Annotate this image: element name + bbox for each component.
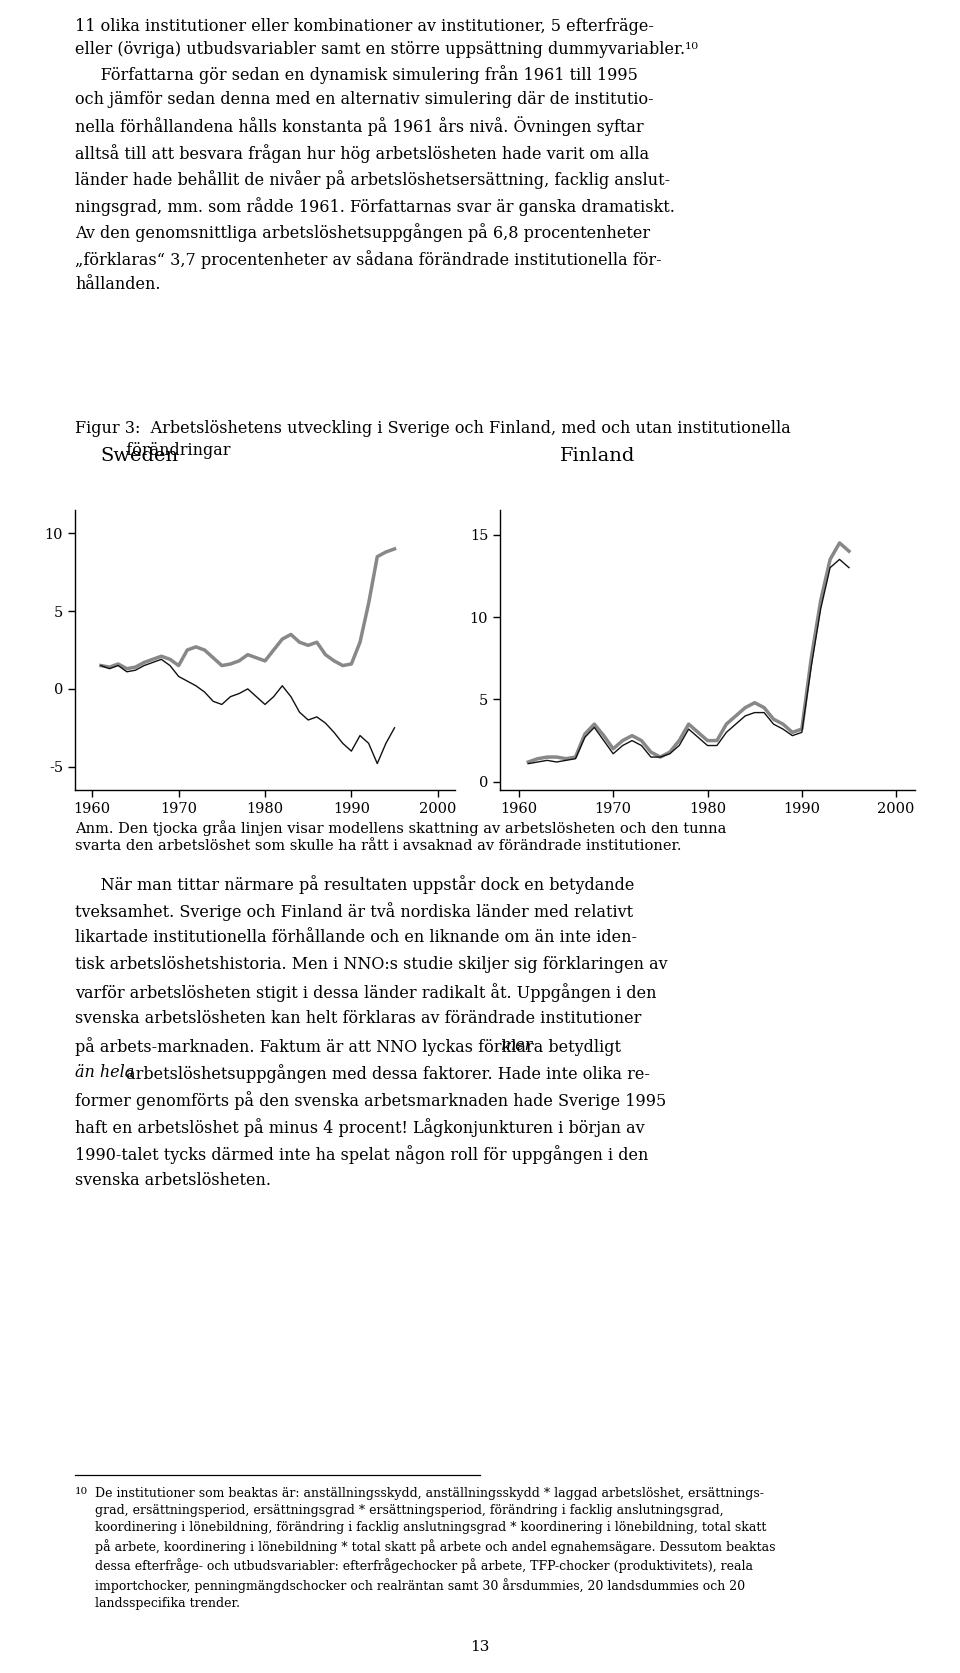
Text: Finland: Finland xyxy=(560,447,636,465)
Text: haft en arbetslöshet på minus 4 procent! Lågkonjunkturen i början av: haft en arbetslöshet på minus 4 procent!… xyxy=(75,1118,644,1138)
Text: tisk arbetslöshetshistoria. Men i NNO:s studie skiljer sig förklaringen av: tisk arbetslöshetshistoria. Men i NNO:s … xyxy=(75,955,667,974)
Text: Författarna gör sedan en dynamisk simulering från 1961 till 1995
och jämför seda: Författarna gör sedan en dynamisk simule… xyxy=(75,65,675,293)
Text: varför arbetslösheten stigit i dessa länder radikalt åt. Uppgången i den: varför arbetslösheten stigit i dessa län… xyxy=(75,984,657,1002)
Text: De institutioner som beaktas är: anställningsskydd, anställningsskydd * laggad a: De institutioner som beaktas är: anställ… xyxy=(95,1487,776,1609)
Text: tveksamhet. Sverige och Finland är två nordiska länder med relativt: tveksamhet. Sverige och Finland är två n… xyxy=(75,902,634,920)
Text: arbetslöshetsuppgången med dessa faktorer. Hade inte olika re-: arbetslöshetsuppgången med dessa faktore… xyxy=(121,1064,650,1082)
Text: 10: 10 xyxy=(75,1487,88,1496)
Text: Anm. Den tjocka gråa linjen visar modellens skattning av arbetslösheten och den : Anm. Den tjocka gråa linjen visar modell… xyxy=(75,820,727,836)
Text: svenska arbetslösheten kan helt förklaras av förändrade institutioner: svenska arbetslösheten kan helt förklara… xyxy=(75,1010,641,1027)
Text: än hela: än hela xyxy=(75,1064,134,1081)
Text: på arbets-marknaden. Faktum är att NNO lyckas förklara betydligt: på arbets-marknaden. Faktum är att NNO l… xyxy=(75,1037,626,1056)
Text: Figur 3:  Arbetslöshetens utveckling i Sverige och Finland, med och utan institu: Figur 3: Arbetslöshetens utveckling i Sv… xyxy=(75,420,791,437)
Text: förändringar: förändringar xyxy=(75,442,230,458)
Text: 11 olika institutioner eller kombinationer av institutioner, 5 efterfräge-
eller: 11 olika institutioner eller kombination… xyxy=(75,18,698,59)
Text: likartade institutionella förhållande och en liknande om än inte iden-: likartade institutionella förhållande oc… xyxy=(75,929,637,945)
Text: När man tittar närmare på resultaten uppstår dock en betydande: När man tittar närmare på resultaten upp… xyxy=(75,875,635,893)
Text: svarta den arbetslöshet som skulle ha rått i avsaknad av förändrade institutione: svarta den arbetslöshet som skulle ha rå… xyxy=(75,838,682,853)
Text: svenska arbetslösheten.: svenska arbetslösheten. xyxy=(75,1173,271,1190)
Text: Sweden: Sweden xyxy=(100,447,179,465)
Text: former genomförts på den svenska arbetsmarknaden hade Sverige 1995: former genomförts på den svenska arbetsm… xyxy=(75,1091,666,1109)
Text: 1990-talet tycks därmed inte ha spelat någon roll för uppgången i den: 1990-talet tycks därmed inte ha spelat n… xyxy=(75,1144,648,1164)
Text: mer: mer xyxy=(501,1037,533,1054)
Text: 13: 13 xyxy=(470,1640,490,1655)
